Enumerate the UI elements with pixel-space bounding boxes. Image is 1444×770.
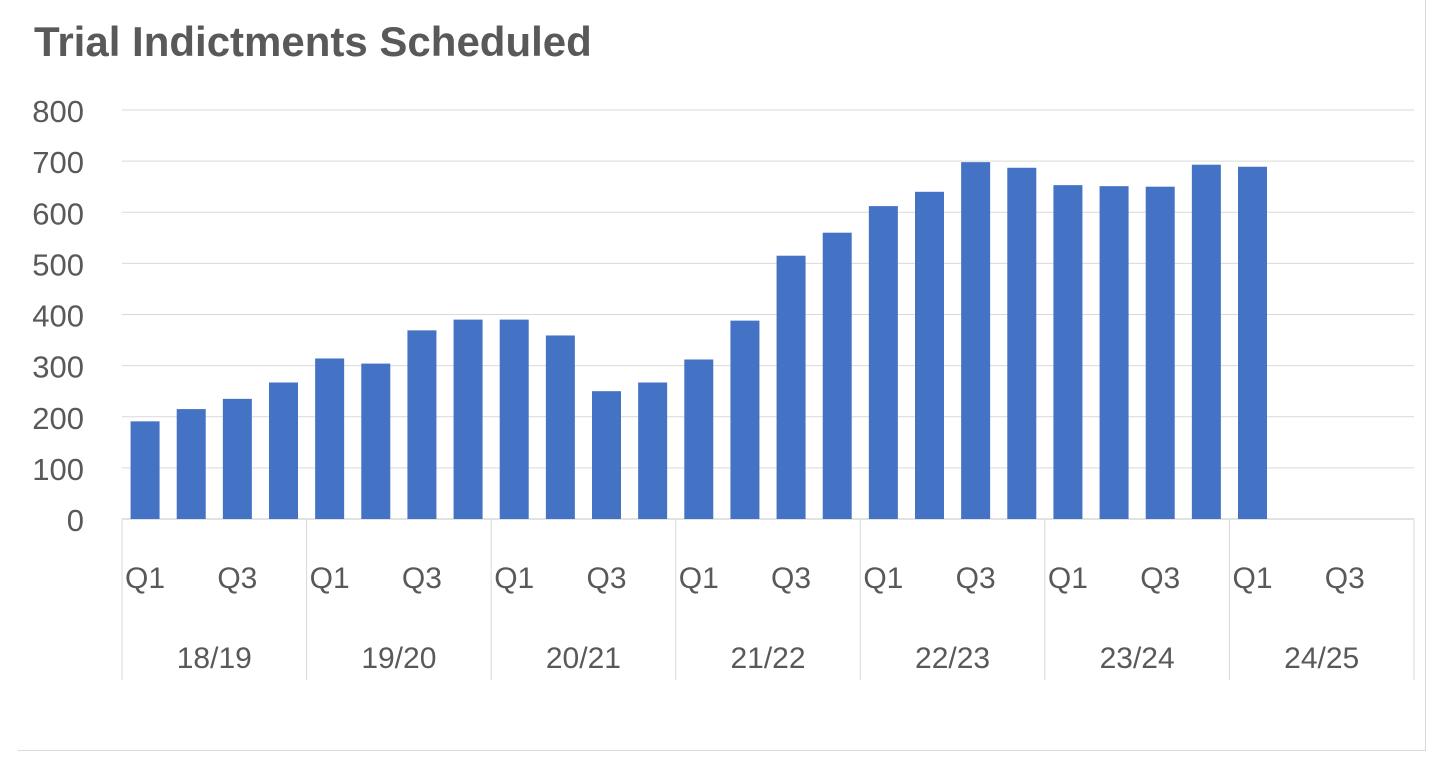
- x-tick-label: Q1: [863, 562, 903, 595]
- bar: [684, 359, 714, 519]
- bar: [407, 330, 437, 519]
- group-label: 24/25: [1284, 642, 1359, 675]
- x-tick-label: Q1: [1232, 562, 1272, 595]
- x-tick-label: Q3: [1140, 562, 1180, 595]
- group-label: 21/22: [730, 642, 805, 675]
- bar: [1007, 167, 1037, 520]
- x-tick-label: Q3: [217, 562, 257, 595]
- y-tick-label: 800: [32, 94, 84, 129]
- group-label: 20/21: [546, 642, 621, 675]
- bar: [776, 255, 806, 520]
- x-tick-label: Q1: [125, 562, 165, 595]
- bar: [638, 382, 668, 519]
- chart-title: Trial Indictments Scheduled: [34, 18, 592, 65]
- bar: [361, 363, 391, 519]
- y-tick-label: 300: [32, 350, 84, 385]
- x-tick-label: Q1: [494, 562, 534, 595]
- bar: [961, 162, 991, 519]
- y-tick-label: 700: [32, 145, 84, 180]
- bar: [499, 319, 529, 519]
- bar: [222, 398, 252, 519]
- bar: [269, 382, 298, 519]
- x-tick-label: Q1: [1048, 562, 1088, 595]
- x-tick-label: Q1: [679, 562, 719, 595]
- y-tick-label: 500: [32, 247, 84, 282]
- bar: [545, 335, 575, 519]
- bar: [176, 409, 206, 519]
- bar: [1238, 166, 1267, 519]
- bar: [1191, 164, 1221, 520]
- y-tick-label: 600: [32, 196, 84, 231]
- group-label: 22/23: [915, 642, 990, 675]
- bar: [315, 358, 345, 519]
- bar: [130, 421, 160, 519]
- bar: [1053, 185, 1083, 519]
- bar: [730, 320, 760, 519]
- chart-frame: [18, 0, 1426, 751]
- bar: [1145, 186, 1175, 519]
- x-tick-label: Q3: [586, 562, 626, 595]
- x-tick-label: Q3: [1325, 562, 1365, 595]
- bar: [453, 319, 483, 519]
- group-label: 19/20: [361, 642, 436, 675]
- bar: [822, 232, 852, 519]
- y-tick-label: 200: [32, 401, 84, 436]
- x-tick-label: Q3: [402, 562, 442, 595]
- y-tick-label: 0: [67, 503, 84, 538]
- y-tick-label: 400: [32, 299, 84, 334]
- x-tick-label: Q3: [771, 562, 811, 595]
- bar: [592, 391, 621, 519]
- x-tick-label: Q1: [310, 562, 350, 595]
- y-tick-label: 100: [32, 452, 84, 487]
- group-label: 18/19: [177, 642, 252, 675]
- bar: [1099, 186, 1129, 519]
- x-tick-label: Q3: [956, 562, 996, 595]
- bar: [868, 206, 898, 520]
- group-label: 23/24: [1100, 642, 1175, 675]
- bar: [915, 191, 944, 520]
